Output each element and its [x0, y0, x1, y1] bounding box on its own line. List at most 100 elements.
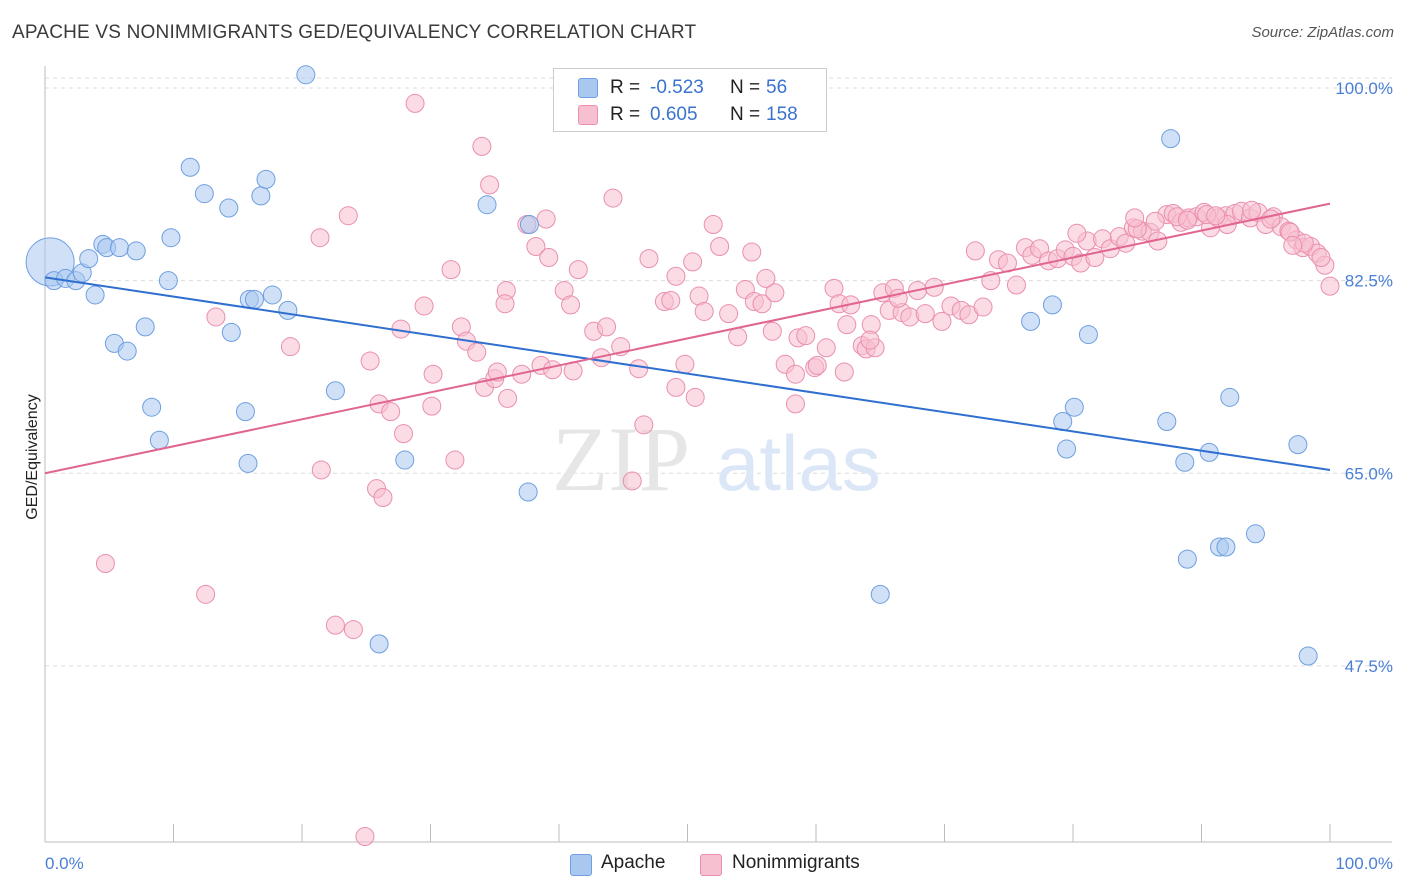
y-tick-label: 47.5% — [1345, 657, 1393, 676]
point-nonimmigrants — [381, 402, 401, 422]
y-tick-label: 65.0% — [1345, 464, 1393, 483]
legend-r-value: -0.523 — [650, 77, 704, 98]
y-axis-title: GED/Equivalency — [24, 394, 41, 519]
point-apache — [161, 228, 181, 248]
bottom-legend-swatch-apache — [570, 854, 592, 876]
point-nonimmigrants — [1206, 206, 1226, 226]
point-nonimmigrants — [480, 175, 500, 195]
point-nonimmigrants — [973, 297, 993, 317]
point-nonimmigrants — [694, 301, 714, 321]
point-apache — [1298, 646, 1318, 666]
x-tick-label: 100.0% — [1335, 854, 1393, 873]
point-nonimmigrants — [661, 290, 681, 310]
bottom-legend-label-apache: Apache — [601, 852, 666, 873]
point-nonimmigrants — [900, 307, 920, 327]
point-apache — [1078, 325, 1098, 345]
chart-title: APACHE VS NONIMMIGRANTS GED/EQUIVALENCY … — [12, 22, 697, 43]
point-nonimmigrants — [785, 364, 805, 384]
watermark: ZIP atlas — [552, 408, 881, 510]
point-apache — [219, 198, 239, 218]
point-apache — [325, 381, 345, 401]
point-apache — [149, 430, 169, 450]
point-apache — [395, 450, 415, 470]
point-apache — [142, 397, 162, 417]
point-apache — [117, 341, 137, 361]
point-apache — [79, 249, 99, 269]
point-nonimmigrants — [666, 377, 686, 397]
point-nonimmigrants — [710, 237, 730, 257]
legend-row-apache: R = -0.523 N = 56 — [554, 74, 826, 100]
bottom-legend-swatch-nonimmigrants — [700, 854, 722, 876]
point-nonimmigrants — [467, 342, 487, 362]
point-nonimmigrants — [1320, 276, 1340, 296]
legend-n-label: N = — [730, 104, 761, 125]
axes — [44, 66, 1392, 843]
point-nonimmigrants — [310, 228, 330, 248]
trend-lines — [44, 202, 1331, 475]
stats-legend: R = -0.523 N = 56 R = 0.605 N = 158 — [553, 68, 827, 132]
point-nonimmigrants — [343, 620, 363, 640]
trend-line-apache — [44, 276, 1331, 471]
point-nonimmigrants — [629, 359, 649, 379]
point-apache — [85, 285, 105, 305]
point-apache — [1216, 537, 1236, 557]
point-apache — [518, 482, 538, 502]
point-apache — [110, 238, 130, 258]
point-apache — [262, 285, 282, 305]
point-nonimmigrants — [360, 351, 380, 371]
point-nonimmigrants — [1177, 210, 1197, 230]
point-apache — [1064, 397, 1084, 417]
point-nonimmigrants — [405, 93, 425, 113]
point-nonimmigrants — [373, 487, 393, 507]
point-nonimmigrants — [1311, 248, 1331, 268]
point-nonimmigrants — [756, 268, 776, 288]
point-nonimmigrants — [816, 338, 836, 358]
legend-swatch-nonimmigrants — [578, 105, 598, 125]
point-nonimmigrants — [796, 326, 816, 346]
point-apache — [1157, 412, 1177, 432]
point-nonimmigrants — [762, 321, 782, 341]
point-nonimmigrants — [932, 311, 952, 331]
y-tick-labels: 100.0% 82.5% 65.0% 47.5% — [1335, 79, 1393, 676]
point-nonimmigrants — [742, 242, 762, 262]
point-nonimmigrants — [280, 337, 300, 357]
point-apache — [278, 300, 298, 320]
point-apache — [158, 271, 178, 291]
point-nonimmigrants — [568, 260, 588, 280]
point-nonimmigrants — [834, 362, 854, 382]
point-nonimmigrants — [95, 554, 115, 574]
point-apache — [1057, 439, 1077, 459]
point-apache — [369, 634, 389, 654]
point-apache — [194, 184, 214, 204]
point-apache — [1177, 549, 1197, 569]
point-nonimmigrants — [338, 206, 358, 226]
point-nonimmigrants — [1067, 223, 1087, 243]
point-nonimmigrants — [495, 294, 515, 314]
point-nonimmigrants — [915, 304, 935, 324]
point-nonimmigrants — [206, 307, 226, 327]
point-apache — [1220, 387, 1240, 407]
legend-n-value: 158 — [766, 104, 798, 125]
point-apache — [221, 322, 241, 342]
point-nonimmigrants — [807, 355, 827, 375]
point-apache — [244, 289, 264, 309]
point-apache — [235, 402, 255, 422]
point-apache — [477, 195, 497, 215]
point-nonimmigrants — [719, 304, 739, 324]
point-nonimmigrants — [422, 396, 442, 416]
point-nonimmigrants — [1242, 200, 1262, 220]
point-apache — [1042, 295, 1062, 315]
point-nonimmigrants — [472, 136, 492, 156]
point-nonimmigrants — [1125, 208, 1145, 228]
point-apache — [1161, 129, 1181, 149]
point-apache — [519, 215, 539, 235]
point-nonimmigrants — [597, 317, 617, 337]
point-nonimmigrants — [445, 450, 465, 470]
point-apache — [1053, 412, 1073, 432]
point-nonimmigrants — [703, 215, 723, 235]
y-tick-label: 100.0% — [1335, 79, 1393, 98]
point-nonimmigrants — [196, 584, 216, 604]
watermark-zip: ZIP — [552, 408, 690, 510]
point-nonimmigrants — [539, 248, 559, 268]
point-nonimmigrants — [728, 327, 748, 347]
